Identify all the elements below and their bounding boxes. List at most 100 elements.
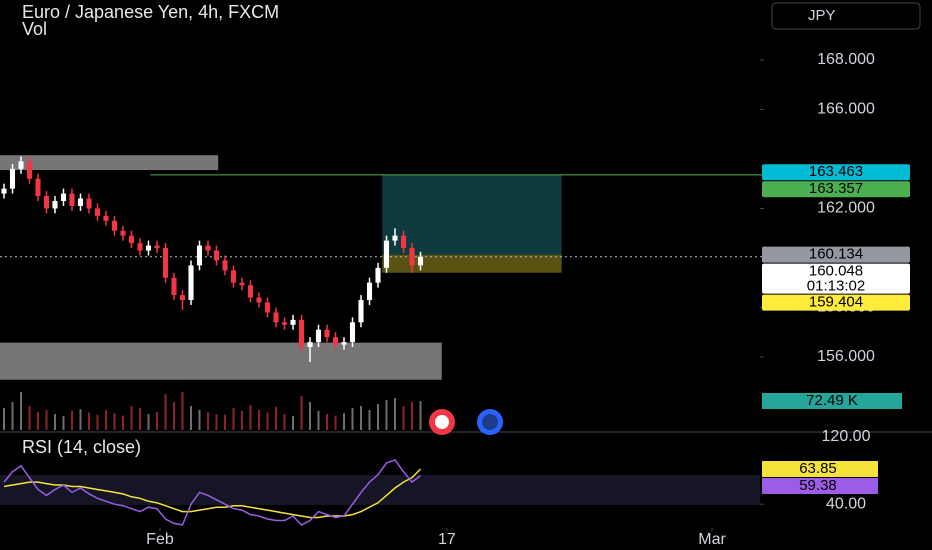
volume-bar xyxy=(96,414,99,430)
volume-bar xyxy=(19,392,22,430)
price-badge-label: 163.463 xyxy=(809,163,863,180)
volume-bar xyxy=(326,414,329,430)
rsi-badge xyxy=(762,461,878,478)
price-badge xyxy=(762,263,910,294)
volume-bar xyxy=(385,400,388,430)
volume-bar xyxy=(283,414,286,430)
candle-body xyxy=(307,342,313,348)
volume-bar xyxy=(181,392,184,430)
volume-bar xyxy=(121,415,124,430)
volume-bar xyxy=(249,405,252,430)
volume-bar xyxy=(206,412,209,430)
zone xyxy=(0,342,442,380)
x-tick-label: Mar xyxy=(698,531,726,548)
candle-body xyxy=(179,295,186,301)
candle-body xyxy=(324,329,330,338)
candle-body xyxy=(35,178,41,197)
volume-bar xyxy=(402,406,405,430)
volume-bar xyxy=(292,416,295,430)
icon xyxy=(482,414,498,430)
volume-bar xyxy=(240,410,243,430)
volume-bar xyxy=(368,410,371,430)
candle-body xyxy=(366,282,373,301)
candle-body xyxy=(239,282,245,286)
candle-body xyxy=(392,235,398,241)
candle-body xyxy=(383,240,390,268)
candle-body xyxy=(145,245,152,251)
currency-button-label[interactable]: JPY xyxy=(808,7,836,24)
price-badge-label: 160.048 xyxy=(809,263,863,280)
indicator-icons xyxy=(429,409,503,435)
volume-badge-label: 72.49 K xyxy=(806,392,858,409)
candle-body xyxy=(154,245,160,249)
volume-bar xyxy=(232,408,235,430)
candle-body xyxy=(375,267,381,283)
volume-bar xyxy=(36,412,39,430)
y-tick-label: 162.000 xyxy=(817,200,875,217)
volume-bar xyxy=(45,410,48,430)
y-tick-label: 168.000 xyxy=(817,51,875,68)
volume-bar xyxy=(113,413,116,430)
candle-body xyxy=(137,243,143,251)
volume-bar xyxy=(87,412,90,430)
volume-bar xyxy=(223,414,226,430)
volume-bar xyxy=(215,414,218,430)
rsi-line xyxy=(3,459,421,526)
candle-body xyxy=(341,342,347,345)
volume-bar xyxy=(343,413,346,430)
volume-bar xyxy=(138,408,141,430)
x-tick-label: 17 xyxy=(438,531,456,548)
volume-bar xyxy=(198,410,201,430)
price-badge xyxy=(762,164,910,181)
candle-body xyxy=(409,248,415,266)
candle-body xyxy=(86,198,92,209)
volume-bar xyxy=(377,404,380,430)
currency-button[interactable]: JPY xyxy=(771,2,921,30)
rsi-title: RSI (14, close) xyxy=(22,437,141,457)
volume-bar xyxy=(172,402,175,430)
volume-bar xyxy=(411,402,414,430)
candle-body xyxy=(222,260,228,271)
volume-bar xyxy=(317,410,320,430)
candle-body xyxy=(94,208,101,216)
rsi-ma-line xyxy=(3,468,422,519)
volume-bar xyxy=(394,398,397,430)
stop-box xyxy=(382,254,562,273)
candle-body xyxy=(417,256,424,266)
candle-body xyxy=(111,220,118,231)
candle-body xyxy=(43,196,50,209)
volume-bar xyxy=(147,414,150,430)
volume-bar xyxy=(309,402,312,430)
volume-bar xyxy=(334,415,337,430)
volume-bar xyxy=(2,408,5,430)
volume-bar xyxy=(62,416,65,430)
candle-body xyxy=(273,312,279,323)
candle-body xyxy=(60,193,67,202)
price-badge-label: 160.134 xyxy=(809,246,863,263)
candle-body xyxy=(298,319,305,348)
volume-bar xyxy=(300,396,303,430)
currency-button-frame[interactable] xyxy=(771,2,921,30)
candle-body xyxy=(196,245,203,266)
candle-body xyxy=(171,277,177,296)
target-box xyxy=(382,174,562,255)
y-tick-label: 156.000 xyxy=(817,348,875,365)
volume-bar xyxy=(266,412,269,430)
candle-body xyxy=(205,245,211,251)
volume-bar xyxy=(258,410,261,430)
candle-body xyxy=(52,201,58,209)
price-badge xyxy=(762,246,910,263)
candle-body xyxy=(9,168,16,189)
rsi-badge-label: 59.38 xyxy=(799,477,837,494)
rsi-band xyxy=(0,475,760,505)
candle-body xyxy=(213,250,220,261)
candle-body xyxy=(77,198,84,206)
candle-body xyxy=(358,300,364,323)
volume-bar xyxy=(11,402,14,430)
candle-body xyxy=(400,235,407,249)
volume-bar xyxy=(275,406,278,430)
volume-bar xyxy=(155,412,158,430)
candle-body xyxy=(332,337,339,345)
